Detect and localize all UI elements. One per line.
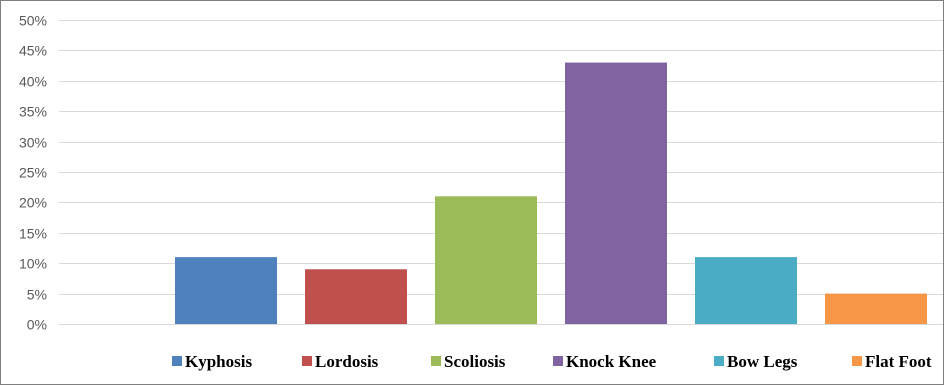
bar-kyphosis xyxy=(175,257,277,324)
legend-swatch-scoliosis xyxy=(431,356,441,366)
y-tick-label-25: 25% xyxy=(19,165,47,181)
bar-bow-legs xyxy=(695,257,797,324)
y-tick-label-35: 35% xyxy=(19,104,47,120)
bar-lordosis xyxy=(305,269,407,324)
y-tick-label-45: 45% xyxy=(19,43,47,59)
legend-item-flat-foot: Flat Foot xyxy=(852,352,932,371)
y-tick-label-20: 20% xyxy=(19,195,47,211)
legend-label-kyphosis: Kyphosis xyxy=(185,352,252,371)
legend-label-knock-knee: Knock Knee xyxy=(566,352,657,371)
y-tick-label-30: 30% xyxy=(19,135,47,151)
legend-label-scoliosis: Scoliosis xyxy=(444,352,506,371)
bar-knock-knee xyxy=(565,62,667,325)
y-tick-label-5: 5% xyxy=(27,287,47,303)
legend-label-flat-foot: Flat Foot xyxy=(865,352,932,371)
legend: Kyphosis Lordosis Scoliosis Knock Knee Bow L… xyxy=(172,352,932,371)
y-tick-label-10: 10% xyxy=(19,256,47,272)
legend-item-bow-legs: Bow Legs xyxy=(714,352,798,371)
legend-item-lordosis: Lordosis xyxy=(302,352,379,371)
y-tick-label-40: 40% xyxy=(19,74,47,90)
legend-label-lordosis: Lordosis xyxy=(315,352,379,371)
y-axis-tick-labels: 0% 5% 10% 15% 20% 25% 30% 35% 40% 45% 50% xyxy=(19,13,47,333)
y-tick-label-50: 50% xyxy=(19,13,47,29)
legend-swatch-knock-knee xyxy=(553,356,563,366)
legend-item-scoliosis: Scoliosis xyxy=(431,352,506,371)
legend-label-bow-legs: Bow Legs xyxy=(727,352,798,371)
bar-flat-foot xyxy=(825,293,927,324)
legend-swatch-kyphosis xyxy=(172,356,182,366)
legend-swatch-lordosis xyxy=(302,356,312,366)
legend-item-knock-knee: Knock Knee xyxy=(553,352,657,371)
y-tick-label-15: 15% xyxy=(19,226,47,242)
bar-scoliosis xyxy=(435,196,537,324)
legend-item-kyphosis: Kyphosis xyxy=(172,352,252,371)
bars xyxy=(175,62,927,325)
y-tick-label-0: 0% xyxy=(27,317,47,333)
legend-swatch-bow-legs xyxy=(714,356,724,366)
legend-swatch-flat-foot xyxy=(852,356,862,366)
